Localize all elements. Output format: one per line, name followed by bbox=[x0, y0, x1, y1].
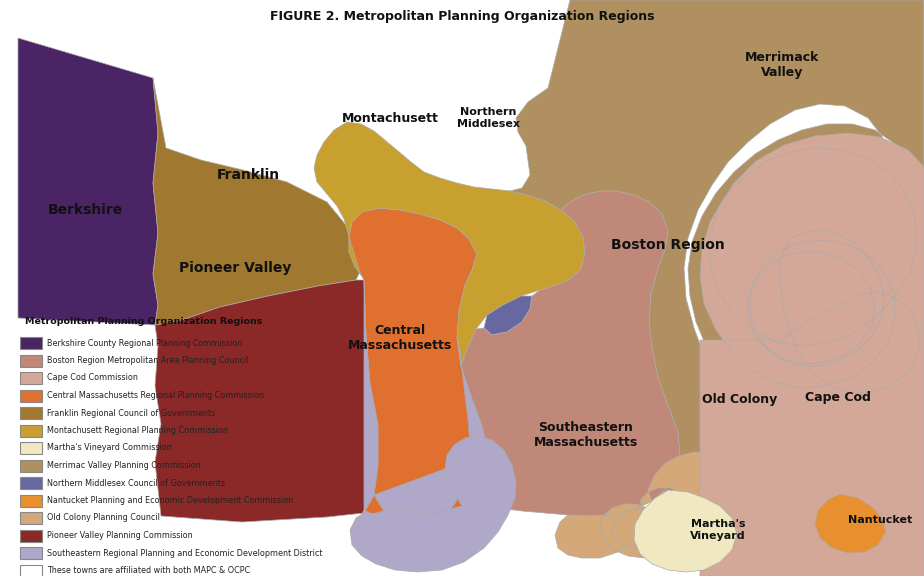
Text: Northern Middlesex Council of Governments: Northern Middlesex Council of Government… bbox=[47, 479, 225, 487]
Text: Franklin Regional Council of Governments: Franklin Regional Council of Governments bbox=[47, 408, 215, 418]
Polygon shape bbox=[20, 337, 42, 349]
Text: Metropolitan Planning Organization Regions: Metropolitan Planning Organization Regio… bbox=[25, 317, 262, 326]
Text: Martha's Vineyard Commission: Martha's Vineyard Commission bbox=[47, 444, 172, 453]
Text: Merrimack
Valley: Merrimack Valley bbox=[745, 51, 820, 79]
Polygon shape bbox=[20, 442, 42, 454]
Polygon shape bbox=[634, 490, 737, 572]
Text: Pioneer Valley Planning Commission: Pioneer Valley Planning Commission bbox=[47, 531, 192, 540]
Polygon shape bbox=[20, 564, 42, 576]
Polygon shape bbox=[20, 425, 42, 437]
Polygon shape bbox=[700, 0, 924, 576]
Polygon shape bbox=[20, 477, 42, 489]
Polygon shape bbox=[815, 494, 886, 553]
Polygon shape bbox=[20, 389, 42, 401]
Text: Nantucket Planning and Economic Development Commission: Nantucket Planning and Economic Developm… bbox=[47, 496, 293, 505]
Text: Southeastern
Massachusetts: Southeastern Massachusetts bbox=[534, 421, 638, 449]
Polygon shape bbox=[20, 529, 42, 541]
Text: Montachusett: Montachusett bbox=[342, 112, 438, 124]
Polygon shape bbox=[18, 38, 158, 325]
Text: Berkshire County Regional Planning Commission: Berkshire County Regional Planning Commi… bbox=[47, 339, 242, 347]
Text: Nantucket: Nantucket bbox=[848, 515, 912, 525]
Polygon shape bbox=[20, 495, 42, 506]
Polygon shape bbox=[716, 340, 806, 440]
Text: Central
Massachusetts: Central Massachusetts bbox=[347, 324, 452, 352]
Text: Montachusett Regional Planning Commission: Montachusett Regional Planning Commissio… bbox=[47, 426, 228, 435]
Text: Franklin: Franklin bbox=[216, 168, 280, 182]
Text: Old Colony Planning Council: Old Colony Planning Council bbox=[47, 513, 160, 522]
Polygon shape bbox=[484, 296, 532, 335]
Text: These towns are affiliated with both MAPC & OCPC: These towns are affiliated with both MAP… bbox=[47, 566, 250, 575]
Text: Cape Cod: Cape Cod bbox=[805, 392, 871, 404]
Polygon shape bbox=[349, 208, 488, 515]
Polygon shape bbox=[364, 280, 488, 526]
Text: Northern
Middlesex: Northern Middlesex bbox=[456, 107, 519, 129]
Text: FIGURE 2. Metropolitan Planning Organization Regions: FIGURE 2. Metropolitan Planning Organiza… bbox=[270, 10, 654, 23]
Polygon shape bbox=[355, 442, 514, 568]
Text: Pioneer Valley: Pioneer Valley bbox=[179, 261, 291, 275]
Text: Southeastern Regional Planning and Economic Development District: Southeastern Regional Planning and Econo… bbox=[47, 548, 322, 558]
Text: Boston Region Metropolitan Area Planning Council: Boston Region Metropolitan Area Planning… bbox=[47, 356, 249, 365]
Text: Central Massachusetts Regional Planning Commission: Central Massachusetts Regional Planning … bbox=[47, 391, 264, 400]
Text: Berkshire: Berkshire bbox=[47, 203, 123, 217]
Polygon shape bbox=[155, 280, 378, 522]
Polygon shape bbox=[20, 354, 42, 366]
Polygon shape bbox=[20, 460, 42, 472]
Text: Old Colony: Old Colony bbox=[702, 393, 778, 407]
Text: Boston Region: Boston Region bbox=[611, 238, 724, 252]
Polygon shape bbox=[461, 191, 680, 516]
Text: Cape Cod Commission: Cape Cod Commission bbox=[47, 373, 138, 382]
Polygon shape bbox=[350, 436, 516, 572]
Polygon shape bbox=[153, 78, 364, 325]
Polygon shape bbox=[510, 0, 924, 501]
Polygon shape bbox=[314, 122, 585, 366]
Polygon shape bbox=[20, 547, 42, 559]
Text: Martha's
Vineyard: Martha's Vineyard bbox=[690, 519, 746, 541]
Polygon shape bbox=[20, 512, 42, 524]
Polygon shape bbox=[20, 407, 42, 419]
Text: Merrimac Valley Planning Commission: Merrimac Valley Planning Commission bbox=[47, 461, 201, 470]
Polygon shape bbox=[555, 452, 757, 560]
Polygon shape bbox=[20, 372, 42, 384]
